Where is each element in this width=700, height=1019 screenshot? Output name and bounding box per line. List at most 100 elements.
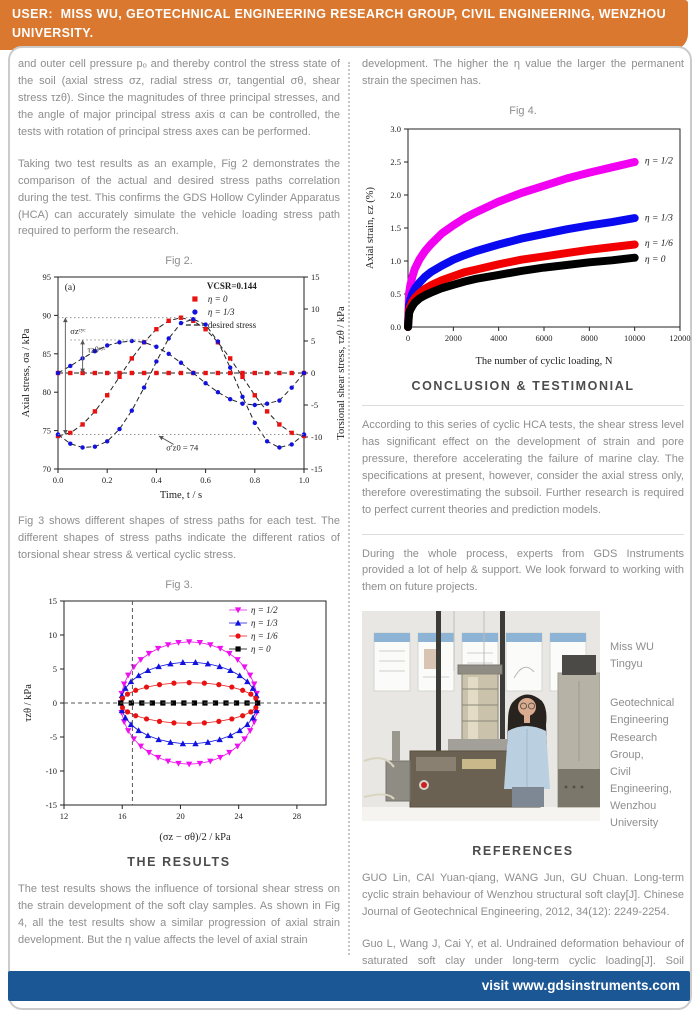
svg-text:The number of cyclic loading,: The number of cyclic loading, N (475, 356, 612, 367)
page-title: USER: MISS WU, GEOTECHNICAL ENGINEERING … (12, 7, 667, 40)
svg-text:η = 0: η = 0 (251, 644, 271, 654)
svg-text:η = 1/2: η = 1/2 (251, 605, 278, 615)
photo-caption-org-line: Geotechnical (610, 697, 675, 710)
svg-text:5: 5 (53, 664, 57, 674)
svg-text:-10: -10 (46, 766, 57, 776)
svg-text:15: 15 (311, 272, 320, 282)
svg-text:η = 0: η = 0 (208, 294, 228, 304)
conclusion-heading: CONCLUSION & TESTIMONIAL (411, 378, 635, 393)
fig3-caption: Fig 3. (165, 579, 193, 592)
svg-text:2.5: 2.5 (390, 157, 401, 167)
paragraph-testimonial: During the whole process, experts from G… (362, 547, 684, 594)
svg-text:η = 0: η = 0 (645, 255, 666, 265)
photo-section: Miss WU Tingyu Geotechnical Engineering Re… (362, 611, 684, 831)
svg-text:95: 95 (43, 272, 52, 282)
svg-text:12000: 12000 (669, 333, 690, 343)
fig4-caption: Fig 4. (509, 104, 537, 117)
paragraph-results-continued: development. The higher the η value the … (362, 58, 684, 87)
svg-text:80: 80 (43, 388, 52, 398)
svg-text:0.0: 0.0 (390, 322, 401, 332)
svg-text:5: 5 (311, 336, 315, 346)
svg-text:0: 0 (53, 698, 57, 708)
content-card (8, 46, 692, 1010)
person (504, 694, 550, 808)
svg-text:1.5: 1.5 (390, 223, 401, 233)
paragraph-fig3-intro: Fig 3 shows different shapes of stress p… (18, 515, 340, 562)
reference-1: GUO Lin, CAI Yuan-qiang, WANG Jun, GU Ch… (362, 871, 684, 918)
svg-text:VCSR=0.144: VCSR=0.144 (207, 281, 257, 291)
fig4-chart: 0 2000 4000 6000 8000 10000 12000 0.0 0.5 1.0 1.5 2… (362, 121, 691, 369)
svg-text:0: 0 (406, 333, 410, 343)
photo-caption-org-line: Research Group, (610, 731, 658, 761)
separator (362, 404, 684, 406)
svg-text:24: 24 (234, 811, 243, 821)
svg-text:0.6: 0.6 (200, 475, 211, 485)
photo-caption-org-line: Wenzhou (610, 799, 657, 812)
svg-text:6000: 6000 (536, 333, 553, 343)
header-bar: USER: MISS WU, GEOTECHNICAL ENGINEERING … (0, 0, 688, 50)
svg-text:15: 15 (49, 596, 58, 606)
column-divider (348, 62, 350, 955)
svg-text:10: 10 (311, 304, 320, 314)
svg-text:90: 90 (43, 311, 52, 321)
paragraph-results: The test results shows the influence of … (18, 883, 340, 946)
separator (362, 533, 684, 535)
photo-caption-org: Geotechnical Engineering Research Group, Ci… (610, 695, 684, 831)
svg-text:η = 1/6: η = 1/6 (645, 239, 673, 249)
svg-text:12: 12 (60, 811, 69, 821)
svg-text:85: 85 (43, 349, 52, 359)
svg-text:η = 1/6: η = 1/6 (251, 631, 278, 641)
footer-link[interactable]: visit www.gdsinstruments.com (481, 978, 680, 993)
photo-caption: Miss WU Tingyu Geotechnical Engineering Re… (610, 611, 684, 831)
svg-text:-15: -15 (311, 464, 322, 474)
svg-text:0.5: 0.5 (390, 289, 401, 299)
svg-text:τzθ / kPa: τzθ / kPa (23, 684, 34, 722)
paragraph-conclusion: According to this series of cyclic HCA t… (362, 418, 684, 516)
svg-text:10: 10 (49, 630, 58, 640)
svg-text:Torsional shear stress, τzθ /: Torsional shear stress, τzθ / kPa (336, 306, 347, 440)
svg-text:4000: 4000 (490, 333, 507, 343)
svg-text:η = 1/2: η = 1/2 (645, 157, 673, 167)
right-cabinet (557, 655, 601, 808)
svg-text:0.8: 0.8 (249, 475, 260, 485)
lab-photo-illustration (362, 611, 601, 822)
right-column: development. The higher the η value the … (362, 56, 691, 1001)
photo-caption-org-line: Civil Engineering, (610, 765, 672, 795)
user-photo (362, 611, 601, 822)
svg-text:τzθᶜʸᶜ: τzθᶜʸᶜ (88, 345, 107, 355)
svg-text:1.0: 1.0 (299, 475, 310, 485)
svg-text:0.0: 0.0 (53, 475, 64, 485)
photo-caption-org-line: University (610, 816, 659, 829)
photo-caption-name: Miss WU Tingyu (610, 641, 654, 671)
svg-text:η = 1/3: η = 1/3 (251, 618, 278, 628)
svg-text:Axial stress, σa / kPa: Axial stress, σa / kPa (21, 329, 32, 418)
left-column: and outer cell pressure pₒ and thereby c… (18, 56, 347, 964)
svg-text:-5: -5 (50, 732, 57, 742)
svg-text:Time, t / s: Time, t / s (160, 490, 202, 501)
svg-text:Axial strain, εz (%): Axial strain, εz (%) (365, 186, 376, 268)
svg-text:2000: 2000 (445, 333, 462, 343)
svg-text:-10: -10 (311, 432, 322, 442)
references-heading: REFERENCES (472, 843, 574, 858)
svg-text:σzᶜʸᶜ: σzᶜʸᶜ (70, 326, 86, 336)
fig2-chart: 0.0 0.2 0.4 0.6 0.8 1.0 70 75 80 85 90 95 -15 -10 -5 0 5… (18, 271, 347, 503)
svg-text:3.0: 3.0 (390, 124, 401, 134)
footer-bar: visit www.gdsinstruments.com (8, 971, 690, 1001)
fig3-chart: 12 16 20 24 28 -15 -10 -5 0 5 10 15 (σz − σθ)/2 / kP… (18, 595, 340, 845)
photo-caption-org-line: Engineering (610, 714, 669, 727)
paragraph-intro: and outer cell pressure pₒ and thereby c… (18, 58, 340, 138)
svg-text:η = 1/3: η = 1/3 (645, 213, 673, 223)
svg-text:2.0: 2.0 (390, 190, 401, 200)
paragraph-fig2-intro: Taking two test results as an example, F… (18, 157, 340, 238)
svg-text:16: 16 (118, 811, 127, 821)
results-heading: THE RESULTS (127, 855, 231, 870)
svg-text:desired stress: desired stress (208, 320, 257, 330)
svg-text:1.0: 1.0 (390, 256, 401, 266)
svg-text:28: 28 (293, 811, 302, 821)
svg-text:-15: -15 (46, 800, 57, 810)
svg-text:-5: -5 (311, 400, 318, 410)
svg-text:0.4: 0.4 (151, 475, 162, 485)
svg-text:σ′z0 = 74: σ′z0 = 74 (166, 443, 199, 453)
svg-text:20: 20 (176, 811, 185, 821)
svg-text:0.2: 0.2 (102, 475, 113, 485)
